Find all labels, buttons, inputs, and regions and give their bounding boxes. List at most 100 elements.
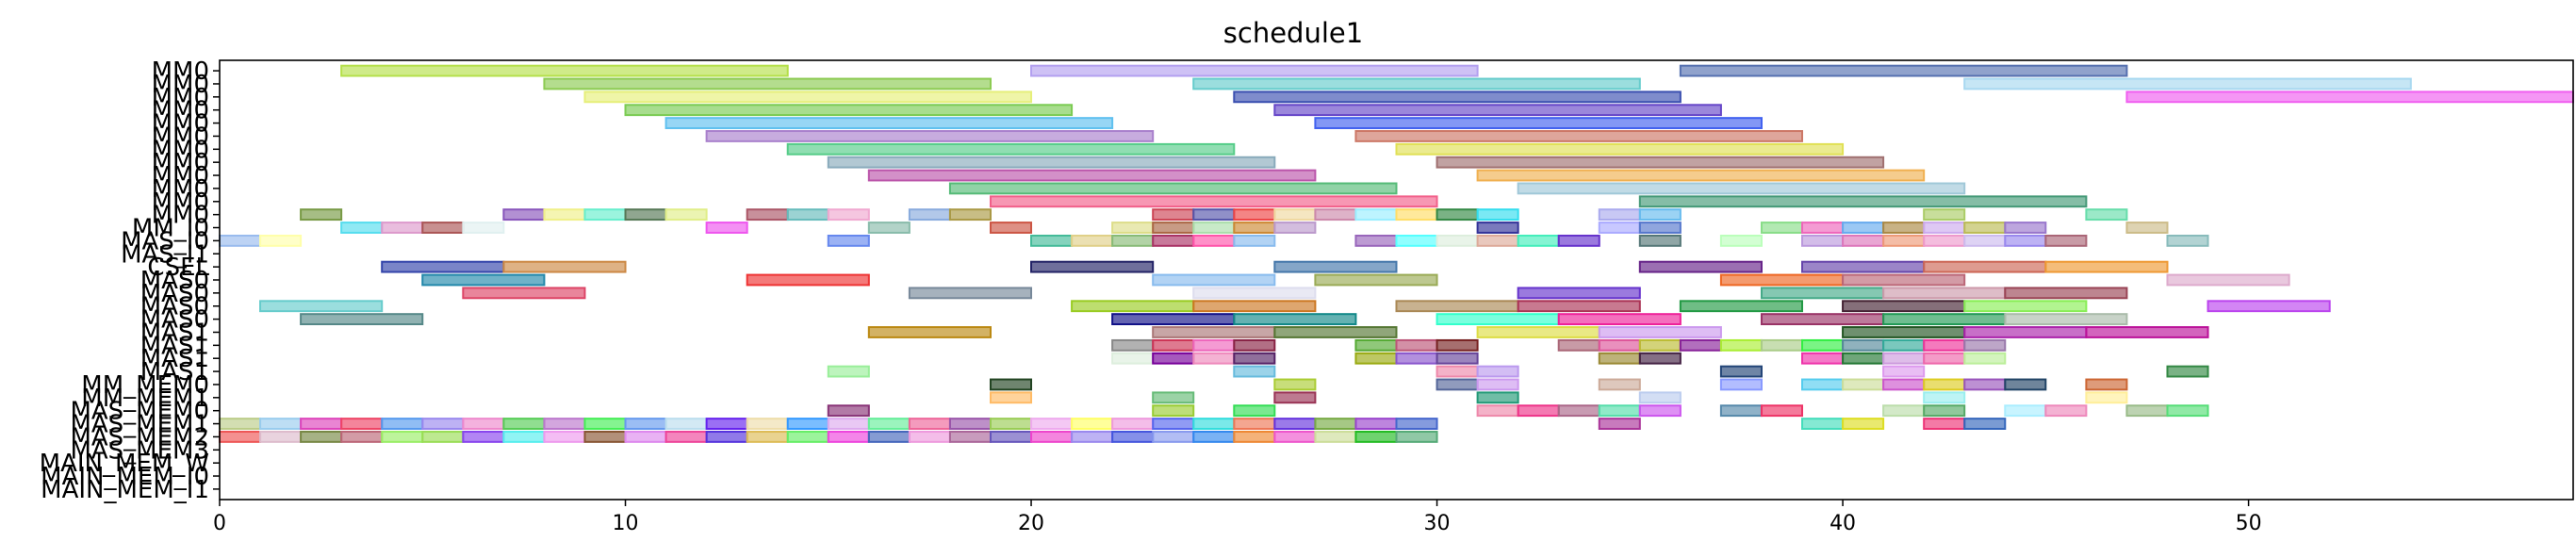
task-bar-163 bbox=[1152, 352, 1195, 365]
task-bar-41 bbox=[1354, 208, 1398, 222]
task-bar-122 bbox=[1395, 300, 1519, 313]
task-bar-38 bbox=[1233, 208, 1276, 222]
task-bar-127 bbox=[2207, 300, 2331, 313]
task-bar-144 bbox=[1111, 338, 1155, 352]
task-bar-138 bbox=[1273, 326, 1398, 338]
task-bar-162 bbox=[1111, 352, 1155, 365]
row-label: MM0 bbox=[152, 97, 209, 125]
task-bar-7 bbox=[1233, 90, 1682, 104]
task-bar-139 bbox=[1476, 326, 1600, 338]
task-bar-174 bbox=[1923, 352, 1966, 365]
task-bar-60 bbox=[1273, 222, 1317, 234]
task-bar-136 bbox=[867, 326, 992, 338]
task-bars bbox=[219, 64, 2575, 443]
task-bar-274 bbox=[1030, 431, 1074, 443]
row-label: MM_I0 bbox=[132, 215, 209, 243]
task-bar-9 bbox=[624, 104, 1074, 117]
task-bar-55 bbox=[989, 222, 1033, 234]
chart-title: schedule1 bbox=[1223, 17, 1363, 49]
task-bar-148 bbox=[1354, 338, 1398, 352]
task-bar-134 bbox=[1882, 313, 2007, 326]
task-bar-79 bbox=[1192, 234, 1236, 247]
task-bar-91 bbox=[1882, 234, 1926, 247]
row-label: MAS0 bbox=[140, 267, 209, 295]
task-bar-278 bbox=[1192, 431, 1236, 443]
row-label: MAS_MEM3 bbox=[70, 436, 209, 465]
task-bar-168 bbox=[1436, 352, 1479, 365]
row-label: MAS0 bbox=[140, 280, 209, 308]
task-bar-25 bbox=[300, 208, 343, 222]
task-bar-115 bbox=[1517, 287, 1641, 300]
task-bar-35 bbox=[948, 208, 992, 222]
task-bar-45 bbox=[1598, 208, 1641, 222]
task-bar-140 bbox=[1598, 326, 1722, 338]
task-bar-198 bbox=[1273, 391, 1317, 404]
task-bar-210 bbox=[1638, 404, 1682, 418]
task-bar-147 bbox=[1233, 338, 1276, 352]
task-bar-153 bbox=[1638, 338, 1682, 352]
task-bar-251 bbox=[1842, 418, 1885, 430]
task-bar-211 bbox=[1719, 404, 1763, 418]
row-label: MAS_I1 bbox=[121, 240, 209, 269]
task-bar-145 bbox=[1152, 338, 1195, 352]
task-bar-169 bbox=[1598, 352, 1641, 365]
task-bar-39 bbox=[1273, 208, 1317, 222]
task-bar-178 bbox=[1436, 365, 1479, 378]
task-bar-160 bbox=[1923, 338, 1966, 352]
row-label: MM_MEM0 bbox=[81, 371, 209, 400]
task-bar-255 bbox=[259, 431, 303, 443]
task-bar-63 bbox=[1638, 222, 1682, 234]
task-bar-94 bbox=[2004, 234, 2047, 247]
task-bar-231 bbox=[705, 418, 748, 430]
task-bar-146 bbox=[1192, 338, 1236, 352]
task-bar-263 bbox=[583, 431, 627, 443]
task-bar-21 bbox=[948, 182, 1398, 195]
task-bar-226 bbox=[502, 418, 546, 430]
task-bar-212 bbox=[1760, 404, 1804, 418]
task-bar-70 bbox=[2004, 222, 2047, 234]
task-bar-15 bbox=[786, 142, 1236, 156]
row-label: MM0 bbox=[152, 123, 209, 151]
row-label: MM0 bbox=[152, 202, 209, 230]
task-bar-225 bbox=[462, 418, 505, 430]
row-label: MAS1 bbox=[140, 345, 209, 373]
task-bar-150 bbox=[1436, 338, 1479, 352]
task-bar-59 bbox=[1233, 222, 1276, 234]
task-bar-123 bbox=[1517, 300, 1641, 313]
task-bar-10 bbox=[1273, 104, 1722, 117]
task-bar-4 bbox=[1192, 77, 1641, 90]
task-bar-258 bbox=[381, 431, 424, 443]
task-bar-68 bbox=[1923, 222, 1966, 234]
task-bar-128 bbox=[300, 313, 424, 326]
task-bar-271 bbox=[908, 431, 951, 443]
x-tick-label: 0 bbox=[213, 512, 226, 535]
task-bar-81 bbox=[1354, 234, 1398, 247]
task-bar-232 bbox=[746, 418, 789, 430]
task-bar-273 bbox=[989, 431, 1033, 443]
task-bar-20 bbox=[1476, 169, 1926, 182]
task-bar-98 bbox=[502, 260, 627, 273]
task-bar-46 bbox=[1638, 208, 1682, 222]
task-bar-54 bbox=[867, 222, 911, 234]
task-bar-171 bbox=[1801, 352, 1845, 365]
task-bar-236 bbox=[908, 418, 951, 430]
task-bar-121 bbox=[1192, 300, 1317, 313]
task-bar-53 bbox=[705, 222, 748, 234]
task-bar-76 bbox=[1071, 234, 1114, 247]
task-bar-124 bbox=[1679, 300, 1804, 313]
row-label: MAS_MEM0 bbox=[70, 398, 209, 426]
task-bar-152 bbox=[1598, 338, 1641, 352]
task-bar-3 bbox=[543, 77, 992, 90]
row-label: MAS_MEM2 bbox=[70, 423, 209, 451]
task-bar-197 bbox=[1152, 391, 1195, 404]
task-bar-137 bbox=[1152, 326, 1276, 338]
task-bar-221 bbox=[300, 418, 343, 430]
task-bar-92 bbox=[1923, 234, 1966, 247]
task-bar-257 bbox=[340, 431, 384, 443]
task-bar-228 bbox=[583, 418, 627, 430]
task-bar-217 bbox=[2125, 404, 2169, 418]
task-bar-181 bbox=[1882, 365, 1926, 378]
task-bar-23 bbox=[989, 195, 1438, 208]
task-bar-269 bbox=[827, 431, 870, 443]
task-bar-64 bbox=[1760, 222, 1804, 234]
